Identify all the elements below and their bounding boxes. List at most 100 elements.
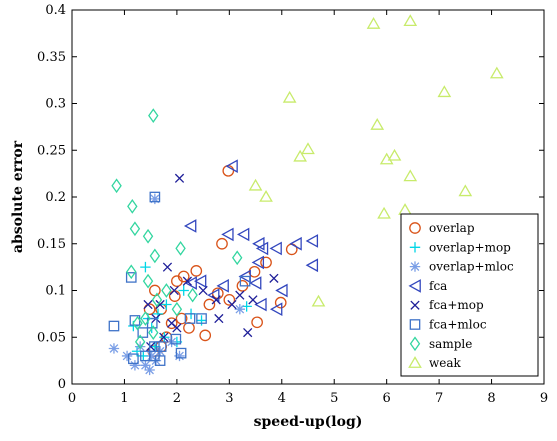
data-point xyxy=(254,297,267,312)
y-tick-label: 0.2 xyxy=(45,190,66,205)
data-point xyxy=(174,173,185,183)
data-point xyxy=(134,341,146,352)
x-tick-label: 5 xyxy=(330,391,338,406)
y-tick-label: 0.15 xyxy=(37,237,66,252)
data-point xyxy=(184,276,197,290)
data-point xyxy=(311,294,326,307)
data-point xyxy=(149,193,161,205)
data-point xyxy=(251,255,265,270)
data-point xyxy=(259,189,273,202)
legend-marker xyxy=(409,319,421,330)
data-point xyxy=(377,206,391,219)
data-point xyxy=(214,313,224,324)
legend: overlap overlap+mop overlap+mloc fca fca+mop… xyxy=(400,213,539,377)
data-point xyxy=(225,159,238,173)
x-tick-label: 0 xyxy=(68,391,76,406)
data-point xyxy=(170,333,182,345)
data-point xyxy=(193,274,207,288)
data-point xyxy=(169,285,179,296)
data-point xyxy=(171,301,183,317)
legend-label: fca+mloc xyxy=(429,318,487,332)
data-point xyxy=(198,285,208,296)
data-point xyxy=(403,169,418,182)
data-point xyxy=(248,295,258,305)
data-point xyxy=(144,364,155,376)
data-point xyxy=(140,311,151,326)
y-tick-label: 0.3 xyxy=(45,97,66,112)
data-point xyxy=(127,198,138,214)
data-point xyxy=(159,332,169,342)
data-point xyxy=(175,312,188,325)
data-point xyxy=(370,117,385,130)
y-axis-title: absolute error xyxy=(10,140,26,253)
data-point xyxy=(305,234,319,248)
data-point xyxy=(108,320,120,332)
data-point xyxy=(403,14,418,27)
data-point xyxy=(227,299,237,310)
data-point xyxy=(223,293,236,306)
legend-marker xyxy=(410,300,420,310)
series-fca xyxy=(183,159,319,317)
data-point xyxy=(196,315,207,326)
legend-marker xyxy=(409,242,421,253)
data-point xyxy=(161,283,172,298)
data-point xyxy=(234,304,246,315)
data-point xyxy=(182,276,192,286)
data-point xyxy=(249,276,262,290)
data-point xyxy=(151,292,163,308)
data-point xyxy=(489,66,504,79)
data-point xyxy=(437,85,452,98)
legend-label: fca xyxy=(429,279,447,293)
data-point xyxy=(129,221,141,237)
data-point xyxy=(187,287,198,303)
x-tick-label: 4 xyxy=(278,391,286,406)
data-point xyxy=(171,275,183,287)
data-point xyxy=(293,149,307,162)
legend-marker xyxy=(409,261,421,272)
data-point xyxy=(142,228,154,244)
legend-label: overlap+mloc xyxy=(429,260,514,274)
data-point xyxy=(216,279,229,293)
data-point xyxy=(305,258,319,273)
data-point xyxy=(458,184,473,197)
series-weak xyxy=(248,14,504,307)
data-point xyxy=(221,227,234,242)
y-tick-label: 0 xyxy=(58,377,66,392)
data-point xyxy=(174,350,185,362)
legend-label: overlap+mop xyxy=(429,240,511,254)
data-point xyxy=(183,219,197,233)
data-point xyxy=(155,341,167,352)
data-point xyxy=(148,325,159,340)
data-point xyxy=(252,236,265,251)
data-point xyxy=(162,262,173,272)
data-point xyxy=(175,347,187,359)
data-point xyxy=(165,317,178,330)
series-fca-mop xyxy=(143,173,279,352)
data-point xyxy=(274,296,287,309)
data-point xyxy=(260,256,272,269)
data-point xyxy=(137,327,149,338)
legend-box xyxy=(400,213,539,377)
data-point xyxy=(129,360,141,371)
data-points xyxy=(108,14,504,376)
data-point xyxy=(142,273,154,289)
data-point xyxy=(132,315,143,331)
data-point xyxy=(196,313,207,324)
data-point xyxy=(190,265,203,277)
data-point xyxy=(140,261,151,273)
data-point xyxy=(175,241,186,256)
data-point xyxy=(231,250,243,266)
data-point xyxy=(282,90,297,103)
x-tick-label: 6 xyxy=(383,391,391,406)
data-point xyxy=(301,142,315,155)
data-point xyxy=(149,191,161,203)
data-point xyxy=(269,302,283,317)
data-point xyxy=(216,237,228,250)
legend-label: sample xyxy=(429,337,472,351)
x-tick-label: 9 xyxy=(540,391,548,406)
data-point xyxy=(146,350,157,362)
x-tick-label: 2 xyxy=(173,391,181,406)
x-tick-label: 8 xyxy=(487,391,495,406)
series-sample xyxy=(111,108,243,350)
